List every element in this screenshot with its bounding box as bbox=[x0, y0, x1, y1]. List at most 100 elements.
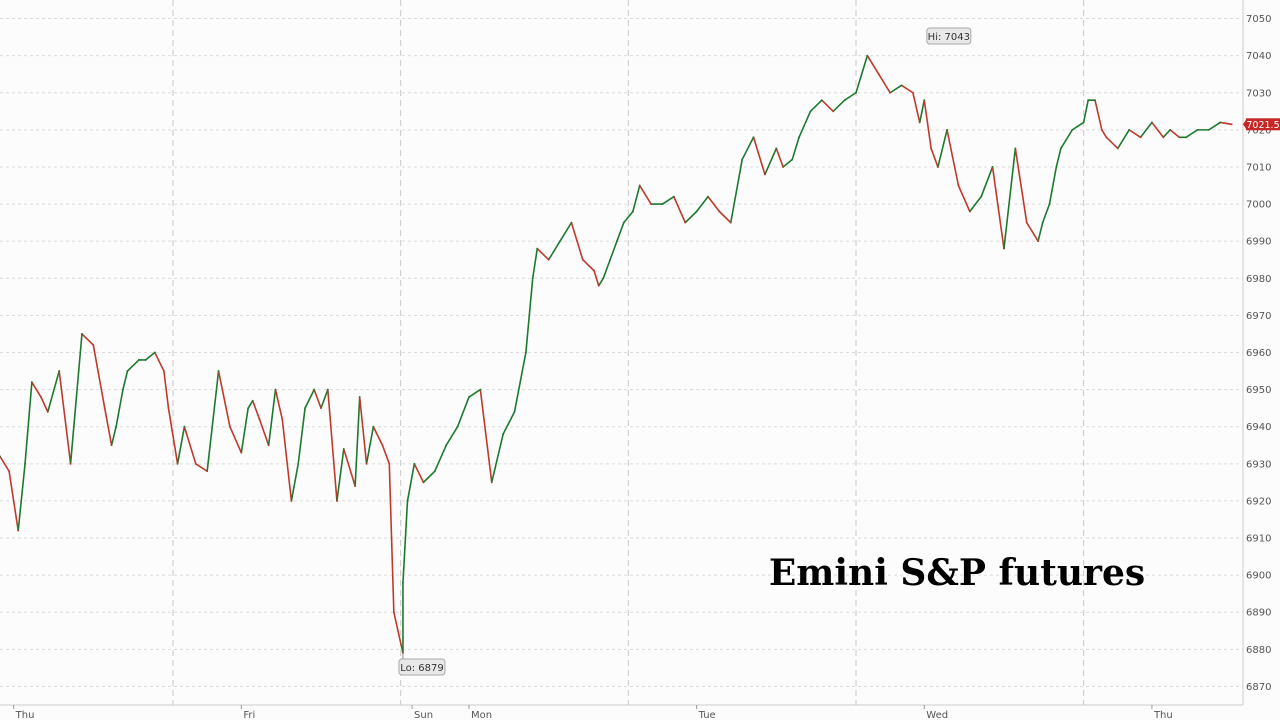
price-point bbox=[290, 500, 293, 502]
price-segment bbox=[559, 221, 573, 242]
price-point bbox=[1230, 123, 1233, 126]
price-point bbox=[468, 396, 470, 398]
x-tick-label: Thu bbox=[15, 710, 35, 720]
price-point bbox=[456, 425, 459, 428]
price-point bbox=[433, 470, 436, 473]
price-segment bbox=[290, 463, 300, 502]
price-point bbox=[752, 136, 755, 139]
price-segment bbox=[1014, 147, 1028, 224]
chart-title: Emini S&P futures bbox=[769, 552, 1145, 594]
price-segment bbox=[69, 333, 83, 465]
price-segment bbox=[297, 407, 306, 465]
price-point bbox=[1082, 121, 1085, 124]
price-point bbox=[616, 240, 618, 243]
price-point bbox=[1003, 247, 1005, 250]
price-segment bbox=[889, 84, 903, 94]
price-point bbox=[1139, 136, 1142, 139]
price-segment bbox=[752, 136, 766, 176]
price-point bbox=[144, 359, 147, 361]
price-point bbox=[672, 195, 675, 198]
price-segment bbox=[393, 611, 404, 654]
price-point bbox=[531, 277, 534, 280]
price-point bbox=[406, 500, 409, 502]
price-segment bbox=[47, 370, 60, 413]
price-point bbox=[729, 221, 732, 224]
last-price-label: 7021.5 bbox=[1246, 120, 1279, 131]
price-segment bbox=[274, 388, 284, 421]
price-segment bbox=[695, 195, 709, 213]
price-point bbox=[597, 284, 600, 287]
price-point bbox=[1094, 99, 1096, 102]
price-point bbox=[855, 91, 857, 94]
price-segment bbox=[229, 425, 243, 454]
price-point bbox=[1196, 128, 1199, 131]
price-segment bbox=[1037, 221, 1044, 242]
price-point bbox=[622, 221, 625, 224]
price-segment bbox=[388, 463, 395, 614]
price-point bbox=[336, 500, 338, 502]
price-segment bbox=[358, 396, 368, 465]
price-segment bbox=[502, 411, 516, 435]
price-point bbox=[602, 277, 605, 280]
price-segment bbox=[163, 370, 170, 409]
price-segment bbox=[1101, 129, 1108, 139]
y-tick-label: 7010 bbox=[1246, 162, 1271, 173]
price-point bbox=[1105, 136, 1108, 139]
price-segment bbox=[877, 73, 891, 94]
price-point bbox=[877, 73, 880, 76]
price-point bbox=[206, 470, 209, 473]
price-segment bbox=[0, 455, 10, 473]
price-point bbox=[274, 388, 277, 391]
price-segment bbox=[718, 210, 732, 224]
price-point bbox=[991, 166, 994, 168]
y-tick-label: 7040 bbox=[1246, 51, 1271, 62]
y-tick-label: 6910 bbox=[1246, 534, 1271, 545]
price-segment bbox=[918, 99, 926, 124]
price-segment bbox=[354, 396, 361, 487]
price-segment bbox=[866, 54, 880, 76]
price-point bbox=[247, 407, 250, 410]
price-segment bbox=[581, 258, 595, 272]
price-segment bbox=[1116, 129, 1130, 150]
y-tick-label: 6900 bbox=[1246, 571, 1271, 582]
price-point bbox=[381, 444, 384, 447]
y-tick-label: 6890 bbox=[1246, 608, 1271, 619]
price-point bbox=[388, 462, 391, 465]
price-point bbox=[684, 221, 687, 224]
price-point bbox=[782, 166, 785, 168]
price-point bbox=[413, 462, 416, 465]
price-point bbox=[46, 410, 49, 413]
grid bbox=[0, 0, 1243, 705]
price-segment bbox=[513, 351, 527, 413]
high-callout-label: Hi: 7043 bbox=[928, 32, 970, 43]
price-point bbox=[281, 418, 284, 421]
y-tick-label: 6950 bbox=[1246, 385, 1271, 396]
price-segment bbox=[110, 425, 117, 447]
price-point bbox=[718, 210, 721, 213]
price-segment bbox=[570, 221, 584, 261]
price-segment bbox=[81, 333, 95, 346]
price-segment bbox=[468, 388, 482, 398]
price-point bbox=[1162, 136, 1165, 139]
price-segment bbox=[313, 388, 322, 409]
x-tick-label: Tue bbox=[698, 710, 716, 720]
price-segment bbox=[194, 463, 208, 473]
price-segment bbox=[372, 425, 384, 447]
price-segment bbox=[1169, 129, 1181, 139]
price-segment bbox=[957, 184, 971, 213]
price-point bbox=[402, 581, 404, 584]
price-segment bbox=[593, 270, 600, 287]
price-segment bbox=[1105, 136, 1119, 150]
price-segment bbox=[154, 351, 165, 372]
price-segment bbox=[616, 221, 625, 242]
high-callout-box bbox=[926, 27, 972, 45]
price-point bbox=[911, 91, 914, 94]
price-point bbox=[358, 396, 361, 398]
price-series bbox=[0, 54, 1233, 654]
price-segment bbox=[602, 258, 611, 280]
price-segment bbox=[1151, 121, 1165, 139]
price-point bbox=[661, 203, 664, 205]
y-tick-label: 6940 bbox=[1246, 422, 1271, 433]
price-segment bbox=[547, 240, 561, 261]
price-segment bbox=[327, 388, 338, 502]
